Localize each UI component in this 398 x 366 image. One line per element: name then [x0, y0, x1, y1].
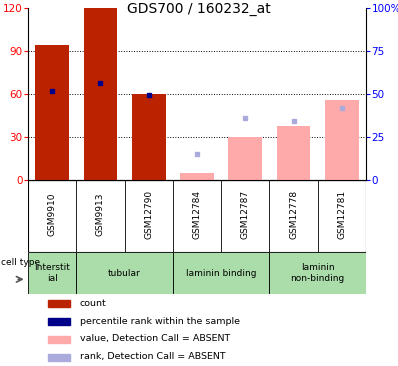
- Bar: [132, 94, 166, 180]
- Text: GSM12781: GSM12781: [338, 190, 346, 239]
- Text: GSM12778: GSM12778: [289, 190, 298, 239]
- Text: value, Detection Call = ABSENT: value, Detection Call = ABSENT: [80, 335, 230, 344]
- Bar: [76, 252, 173, 294]
- Bar: [325, 100, 359, 180]
- Text: rank, Detection Call = ABSENT: rank, Detection Call = ABSENT: [80, 352, 225, 362]
- Text: percentile rank within the sample: percentile rank within the sample: [80, 317, 240, 325]
- Bar: [35, 45, 69, 180]
- Bar: [48, 336, 70, 343]
- Bar: [277, 126, 310, 180]
- Bar: [228, 137, 262, 180]
- Bar: [48, 300, 70, 306]
- Bar: [84, 8, 117, 180]
- Text: GSM12790: GSM12790: [144, 190, 153, 239]
- Bar: [48, 318, 70, 325]
- Text: GSM12787: GSM12787: [241, 190, 250, 239]
- Text: GSM9910: GSM9910: [48, 193, 57, 236]
- Text: count: count: [80, 299, 106, 307]
- Text: tubular: tubular: [108, 269, 141, 277]
- Bar: [180, 173, 214, 180]
- Text: GSM9913: GSM9913: [96, 193, 105, 236]
- Bar: [173, 252, 269, 294]
- Bar: [48, 354, 70, 361]
- Bar: [28, 252, 76, 294]
- Bar: [269, 252, 366, 294]
- Text: GDS700 / 160232_at: GDS700 / 160232_at: [127, 2, 271, 16]
- Text: interstit
ial: interstit ial: [34, 263, 70, 283]
- Text: cell type: cell type: [2, 258, 41, 267]
- Text: laminin binding: laminin binding: [186, 269, 256, 277]
- Text: laminin
non-binding: laminin non-binding: [291, 263, 345, 283]
- Text: GSM12784: GSM12784: [193, 190, 201, 239]
